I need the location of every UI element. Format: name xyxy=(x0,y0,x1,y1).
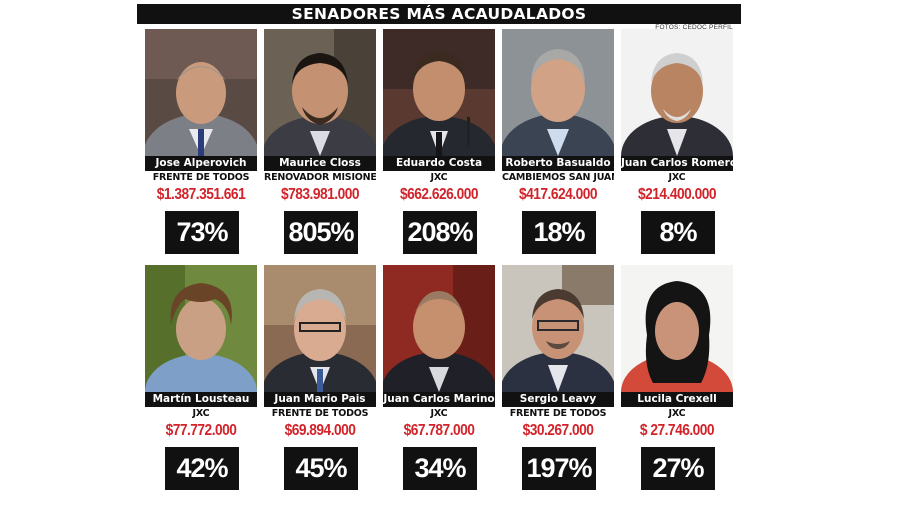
senator-party: JXC xyxy=(430,408,448,419)
senator-name: Jose Alperovich xyxy=(145,156,257,171)
senator-row-2: Martín Lousteau JXC $77.772.000 42% Juan… xyxy=(145,265,737,499)
senator-party: JXC xyxy=(668,172,686,183)
senator-name: Lucila Crexell xyxy=(621,392,733,407)
senator-photo xyxy=(264,29,376,156)
senator-row-1: Jose Alperovich FRENTE DE TODOS $1.387.3… xyxy=(145,29,737,263)
senator-name: Roberto Basualdo xyxy=(502,156,614,171)
senator-growth-badge: 805% xyxy=(284,211,358,254)
senator-card: Juan Carlos Marino JXC $67.787.000 34% xyxy=(383,265,495,499)
infographic: SENADORES MÁS ACAUDALADOS FOTOS: CEDOC P… xyxy=(137,4,741,498)
senator-growth-badge: 73% xyxy=(165,211,239,254)
senator-card: Juan Carlos Romero JXC $214.400.000 8% xyxy=(621,29,733,263)
senator-name: Martín Lousteau xyxy=(145,392,257,407)
senator-card: Roberto Basualdo CAMBIEMOS SAN JUAN $417… xyxy=(502,29,614,263)
senator-party: JXC xyxy=(668,408,686,419)
senator-growth-badge: 8% xyxy=(641,211,715,254)
senator-card: Lucila Crexell JXC $ 27.746.000 27% xyxy=(621,265,733,499)
senator-name: Juan Mario Pais xyxy=(264,392,376,407)
senator-party: RENOVADOR MISIONES xyxy=(264,172,376,183)
senator-growth-badge: 34% xyxy=(403,447,477,490)
senator-wealth: $1.387.351.661 xyxy=(156,186,246,203)
senator-wealth: $77.772.000 xyxy=(165,422,237,439)
senator-photo xyxy=(145,265,257,392)
senator-wealth: $30.267.000 xyxy=(522,422,594,439)
senator-card: Martín Lousteau JXC $77.772.000 42% xyxy=(145,265,257,499)
senator-growth-badge: 197% xyxy=(522,447,596,490)
senator-card: Eduardo Costa JXC $662.626.000 208% xyxy=(383,29,495,263)
senator-wealth: $783.981.000 xyxy=(281,186,360,203)
senator-growth-badge: 27% xyxy=(641,447,715,490)
senator-photo xyxy=(383,265,495,392)
senator-card: Jose Alperovich FRENTE DE TODOS $1.387.3… xyxy=(145,29,257,263)
senator-wealth: $69.894.000 xyxy=(284,422,356,439)
senator-growth-badge: 45% xyxy=(284,447,358,490)
senator-name: Eduardo Costa xyxy=(383,156,495,171)
senator-photo xyxy=(502,265,614,392)
senator-photo xyxy=(264,265,376,392)
senator-wealth: $417.624.000 xyxy=(519,186,598,203)
senator-party: FRENTE DE TODOS xyxy=(271,408,369,419)
senator-name: Juan Carlos Romero xyxy=(621,156,733,171)
senator-party: JXC xyxy=(430,172,448,183)
senator-wealth: $662.626.000 xyxy=(400,186,479,203)
senator-party: JXC xyxy=(192,408,210,419)
senator-wealth: $ 27.746.000 xyxy=(639,422,715,439)
senator-photo xyxy=(145,29,257,156)
senator-card: Maurice Closs RENOVADOR MISIONES $783.98… xyxy=(264,29,376,263)
senator-party: FRENTE DE TODOS xyxy=(509,408,607,419)
photo-credit: FOTOS: CEDOC PERFIL xyxy=(655,24,733,31)
senator-growth-badge: 42% xyxy=(165,447,239,490)
senator-name: Juan Carlos Marino xyxy=(383,392,495,407)
senator-party: CAMBIEMOS SAN JUAN xyxy=(502,172,614,183)
senator-wealth: $214.400.000 xyxy=(638,186,717,203)
senator-card: Sergio Leavy FRENTE DE TODOS $30.267.000… xyxy=(502,265,614,499)
senator-photo xyxy=(621,265,733,392)
senator-party: FRENTE DE TODOS xyxy=(152,172,250,183)
senator-photo xyxy=(502,29,614,156)
senator-growth-badge: 18% xyxy=(522,211,596,254)
senator-wealth: $67.787.000 xyxy=(403,422,475,439)
senator-name: Maurice Closs xyxy=(264,156,376,171)
senator-photo xyxy=(383,29,495,156)
senator-card: Juan Mario Pais FRENTE DE TODOS $69.894.… xyxy=(264,265,376,499)
page-title: SENADORES MÁS ACAUDALADOS xyxy=(137,4,741,24)
senator-growth-badge: 208% xyxy=(403,211,477,254)
senator-name: Sergio Leavy xyxy=(502,392,614,407)
senator-photo xyxy=(621,29,733,156)
